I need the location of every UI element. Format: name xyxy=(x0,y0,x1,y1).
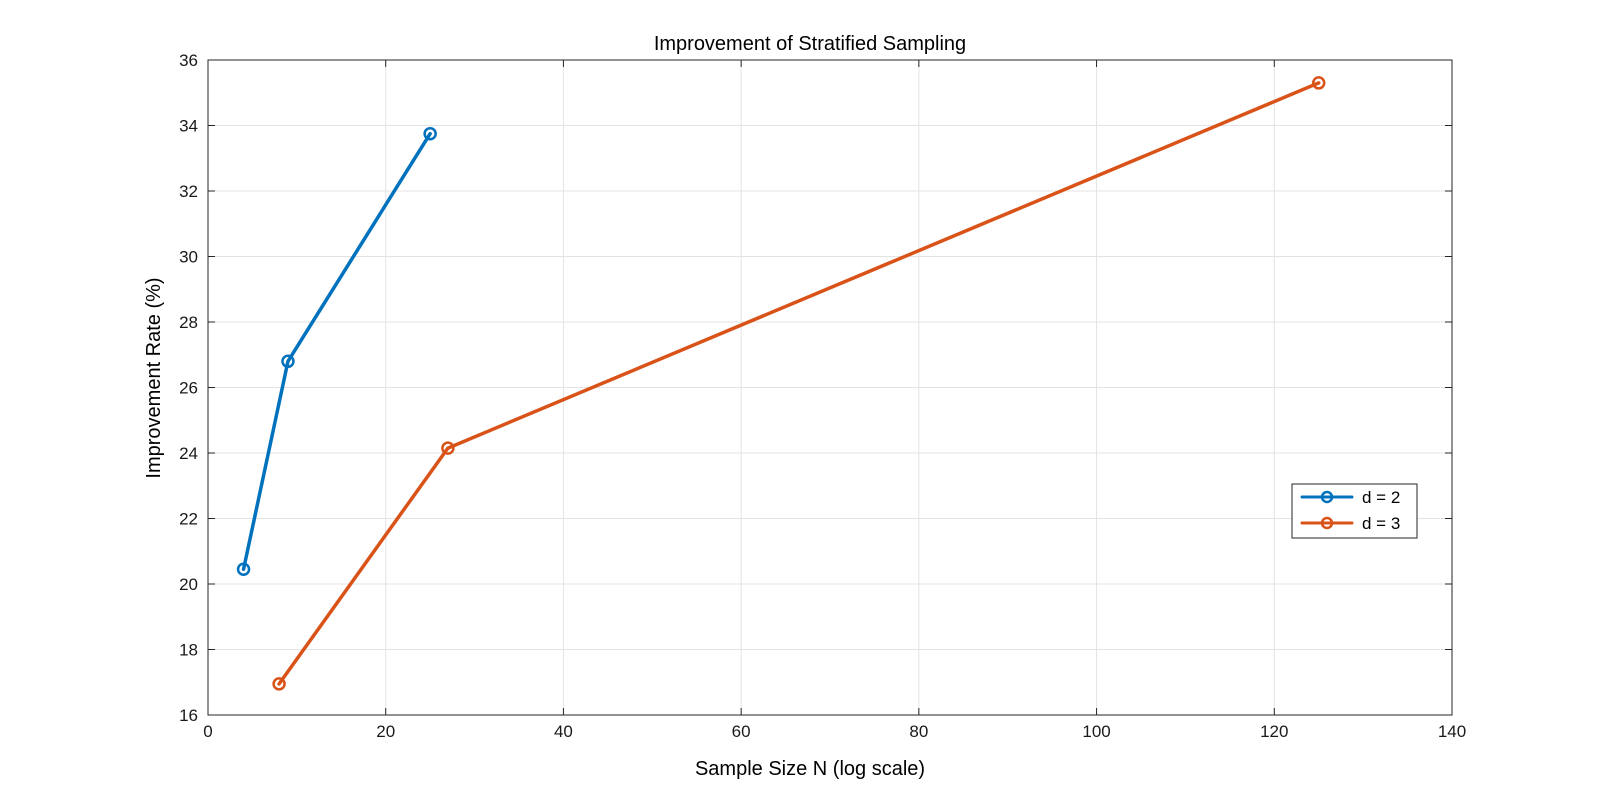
chart-title: Improvement of Stratified Sampling xyxy=(654,33,966,55)
x-ticks: 0 20 40 60 80 100 120 140 xyxy=(203,60,1466,741)
data-point-d3 xyxy=(441,441,455,455)
y-tick-label: 20 xyxy=(179,575,198,594)
y-tick-label: 18 xyxy=(179,641,198,660)
y-tick-label: 26 xyxy=(179,379,198,398)
data-point-d2 xyxy=(423,126,437,141)
y-tick-label: 28 xyxy=(179,313,198,332)
grid xyxy=(207,59,1453,716)
x-axis-label: Sample Size N (log scale) xyxy=(695,758,925,780)
y-ticks: 16 18 20 22 24 26 28 30 32 34 36 xyxy=(179,51,1452,725)
y-tick-label: 30 xyxy=(179,248,198,267)
legend-label-d2: d = 2 xyxy=(1362,488,1400,507)
series-line-d2 xyxy=(241,131,432,572)
data-point-d2 xyxy=(281,354,295,369)
y-tick-label: 32 xyxy=(179,182,198,201)
x-tick-label: 40 xyxy=(554,722,573,741)
y-axis-label: Improvement Rate (%) xyxy=(143,277,165,478)
data-point-d3 xyxy=(1311,76,1326,90)
x-tick-label: 80 xyxy=(909,722,928,741)
y-tick-label: 16 xyxy=(179,706,198,725)
legend-marker-d3 xyxy=(1320,516,1334,530)
series-d2 xyxy=(236,126,437,577)
y-tick-label: 34 xyxy=(179,117,198,136)
legend-marker-d2 xyxy=(1320,490,1334,504)
series-line-d3 xyxy=(277,81,1321,686)
x-tick-label: 140 xyxy=(1438,722,1466,741)
x-tick-label: 0 xyxy=(203,722,212,741)
x-tick-label: 100 xyxy=(1082,722,1110,741)
legend-label-d3: d = 3 xyxy=(1362,514,1400,533)
y-tick-label: 36 xyxy=(179,51,198,70)
x-tick-label: 60 xyxy=(732,722,751,741)
legend-box xyxy=(1291,483,1418,539)
y-tick-label: 22 xyxy=(179,510,198,529)
y-tick-label: 24 xyxy=(179,444,198,463)
x-tick-label: 20 xyxy=(376,722,395,741)
legend: d = 2 d = 3 xyxy=(1291,483,1418,539)
series-d3 xyxy=(272,76,1326,691)
data-point-d2 xyxy=(236,562,251,577)
series-group xyxy=(236,76,1326,691)
data-point-d3 xyxy=(272,677,286,691)
x-tick-label: 120 xyxy=(1260,722,1288,741)
